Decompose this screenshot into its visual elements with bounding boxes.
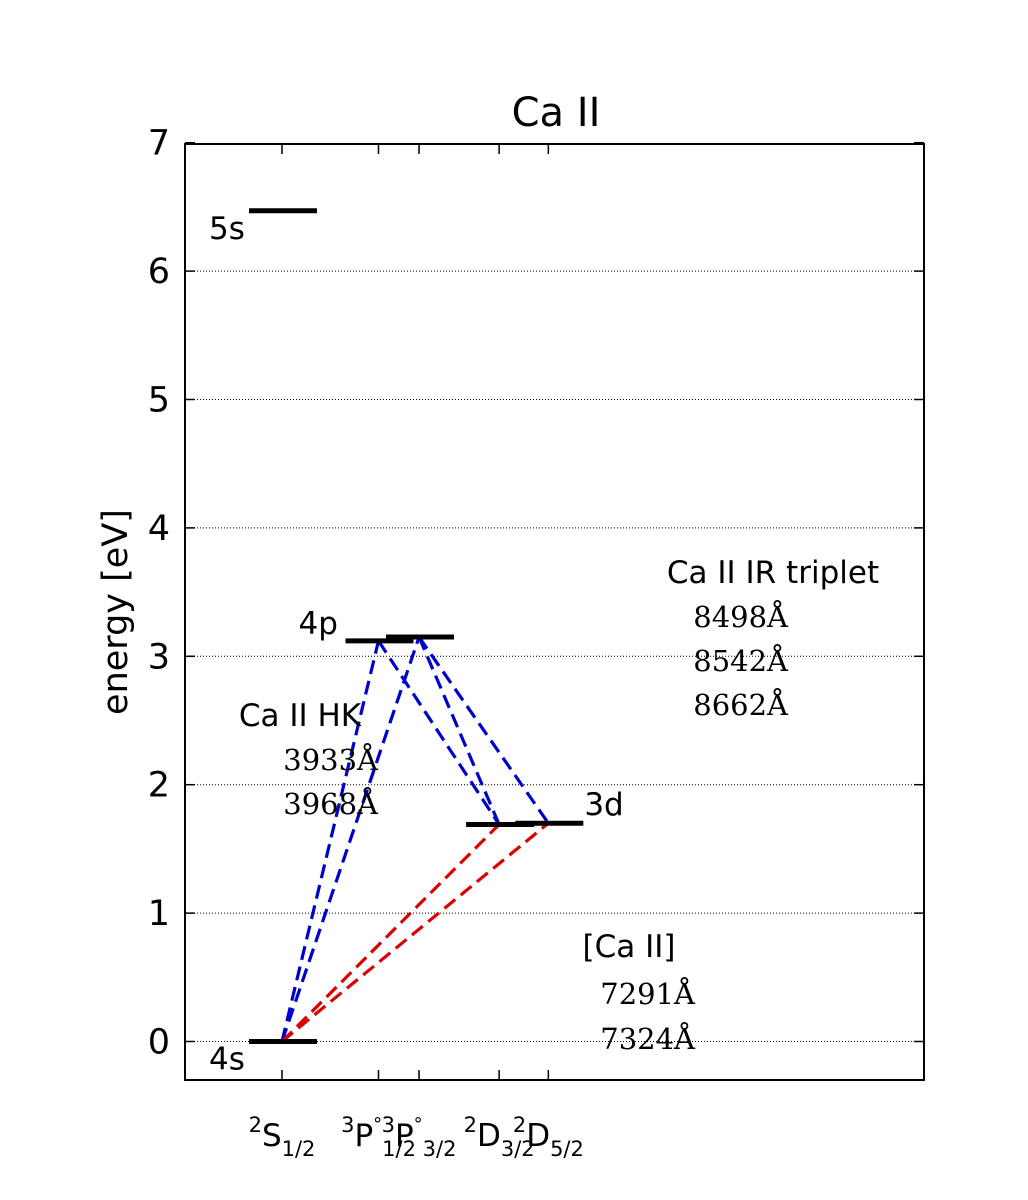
x-tick-label-sup: 2 <box>249 1113 262 1137</box>
y-tick-label-3: 3 <box>148 637 170 677</box>
annotations: 5s 4s 4p 3d Ca II HK 3933Å 3968Å Ca II IR tripl… <box>209 211 879 1078</box>
y-tick-label-2: 2 <box>148 766 170 806</box>
x-tick-label-d52: 2D5/2 <box>513 1113 584 1161</box>
x-tick-label-main: P <box>354 1118 373 1154</box>
x-tick-label-sub: 3/2 <box>501 1137 535 1161</box>
transition-4s-4p32 <box>280 636 421 1043</box>
x-tick-label-sub: 1/2 <box>382 1137 416 1161</box>
x-tick-label-sub: 3/2 <box>423 1137 457 1161</box>
x-tick-label-sup: 2 <box>464 1113 477 1137</box>
chart-title: Ca II <box>512 90 601 136</box>
annotation-ir-line-1: 8542Å <box>693 643 789 678</box>
x-tick-label-main: D <box>526 1118 550 1154</box>
transition-4s-4p12 <box>280 640 381 1042</box>
x-tick-label-p12: 3P°1/2 <box>341 1113 416 1161</box>
annotation-forbidden-line-0: 7291Å <box>600 976 696 1011</box>
y-tick-label-6: 6 <box>148 252 170 292</box>
transition-4s-3d52 <box>280 821 550 1043</box>
annotation-forbidden-title: [Ca II] <box>583 929 676 965</box>
transition-4p32-3d32 <box>417 636 501 826</box>
x-tick-label-main: D <box>477 1118 501 1154</box>
x-tick-label-main: S <box>262 1118 282 1154</box>
x-tick-label-p32: 3P°3/2 <box>382 1113 457 1161</box>
x-tick-label-sub: 5/2 <box>550 1137 584 1161</box>
x-tick-label-main: P <box>395 1118 414 1154</box>
annotation-hk-line-1: 3968Å <box>283 786 379 821</box>
grid-lines <box>185 270 924 1042</box>
x-tick-label-sub: 1/2 <box>282 1137 316 1161</box>
y-tick-label-7: 7 <box>148 124 170 164</box>
y-tick-label-1: 1 <box>148 894 170 934</box>
x-tick-label-sup: 3 <box>341 1113 354 1137</box>
x-tick-label-sup: 3 <box>382 1113 395 1137</box>
x-tick-label-sup: 2 <box>513 1113 526 1137</box>
y-tick-label-0: 0 <box>148 1023 170 1063</box>
transition-4p12-3d32 <box>377 640 501 826</box>
annotation-ir-line-0: 8498Å <box>693 599 789 634</box>
x-tick-label-d32: 2D3/2 <box>464 1113 535 1161</box>
level-label-4p12: 4p <box>299 606 338 642</box>
y-tick-label-4: 4 <box>148 509 170 549</box>
x-tick-label-s12: 2S1/2 <box>249 1113 316 1161</box>
annotation-hk-title: Ca II HK <box>239 698 362 734</box>
x-tick-label-odd-parity: ° <box>373 1114 382 1135</box>
level-label-4s: 4s <box>209 1042 245 1078</box>
annotation-ir-title: Ca II IR triplet <box>667 555 879 591</box>
transition-4s-3d32 <box>280 823 501 1043</box>
y-tick-label-5: 5 <box>148 381 170 421</box>
annotation-forbidden-line-1: 7324Å <box>600 1021 696 1056</box>
x-tick-label-odd-parity: ° <box>414 1114 423 1135</box>
energy-levels <box>249 208 584 1044</box>
y-axis-label: energy [eV] <box>96 509 136 715</box>
annotation-hk-line-0: 3933Å <box>283 742 379 777</box>
transition-4p32-3d52 <box>417 636 550 825</box>
annotation-ir-line-2: 8662Å <box>693 687 789 722</box>
level-label-5s: 5s <box>209 211 245 247</box>
plot-frame <box>184 143 925 1081</box>
transitions <box>280 636 550 1043</box>
level-label-3d52: 3d <box>584 787 623 823</box>
